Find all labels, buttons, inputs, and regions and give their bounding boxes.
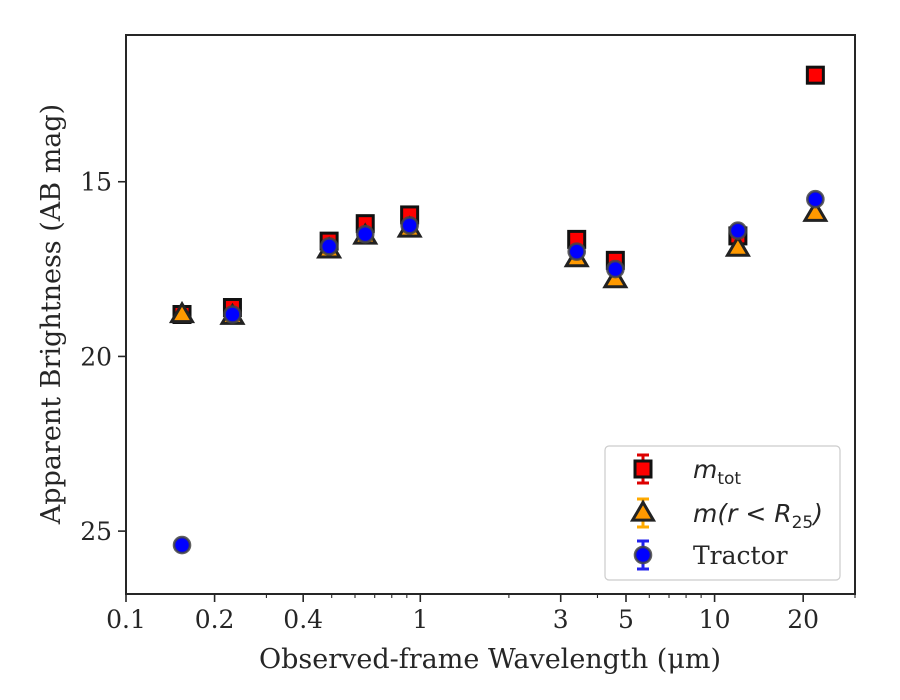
x-tick-label: 0.1 (106, 605, 146, 634)
x-tick-label: 1 (412, 605, 428, 634)
data-point (606, 259, 625, 279)
legend-marker (633, 459, 653, 479)
legend: mtot m(r < R25) Tractor (604, 445, 841, 581)
x-tick-label: 20 (787, 605, 819, 634)
x-tick-label: 5 (618, 605, 634, 634)
legend-marker (633, 545, 653, 565)
data-point (223, 305, 242, 324)
x-tick-label: 0.2 (195, 605, 235, 634)
x-tick-label: 10 (699, 605, 731, 634)
data-point (805, 65, 825, 85)
plot-frame (125, 34, 856, 595)
legend-marker (629, 499, 657, 522)
y-tick-label: 25 (80, 517, 112, 546)
x-tick-label: 3 (553, 605, 569, 634)
x-tick-label: 0.4 (283, 605, 323, 634)
data-point (567, 242, 587, 261)
legend-label: Tractor (693, 541, 788, 570)
data-point (319, 237, 339, 256)
axis-ticks: 0.1 0.2 0.4 1 3 5 10 20 15 20 25 (80, 168, 856, 634)
legend-label: mtot (693, 455, 741, 489)
y-tick-label: 15 (80, 168, 112, 197)
y-axis-label: Apparent Brightness (AB mag) (36, 104, 67, 525)
x-axis-label: Observed-frame Wavelength (μm) (259, 644, 721, 675)
data-point (172, 535, 192, 555)
legend-box (604, 445, 841, 581)
y-tick-label: 20 (80, 342, 112, 371)
data-point (168, 300, 196, 324)
data-point (355, 224, 375, 244)
data-point (728, 221, 748, 240)
data-point (400, 216, 419, 235)
series-circle (172, 189, 825, 555)
legend-label: m(r < R25) (693, 499, 823, 533)
data-point (724, 234, 751, 257)
data-markers (168, 65, 829, 555)
data-point (802, 199, 829, 222)
data-point (806, 189, 825, 209)
